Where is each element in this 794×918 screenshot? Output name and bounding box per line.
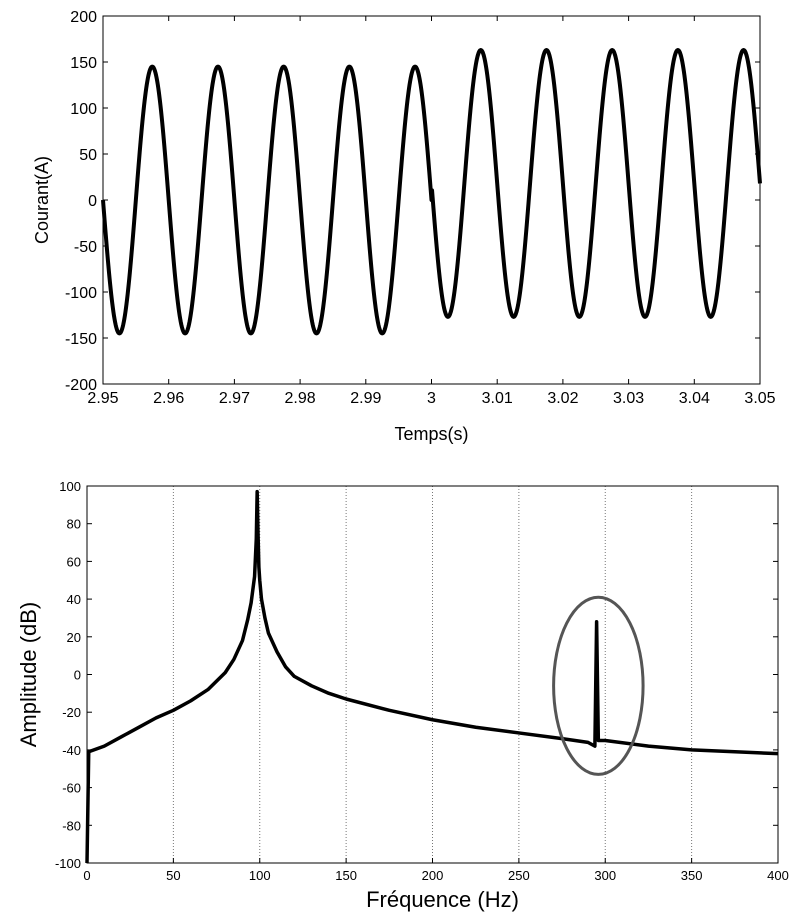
x-tick-label: 0 xyxy=(83,868,90,883)
x-tick-label: 3.01 xyxy=(482,390,513,407)
x-tick-label: 3.02 xyxy=(547,390,578,407)
harmonic-highlight-ellipse xyxy=(552,595,645,776)
x-tick-label: 100 xyxy=(249,868,271,883)
x-tick-label: 200 xyxy=(422,868,444,883)
x-tick-label: 2.98 xyxy=(285,390,316,407)
x-tick-label: 2.99 xyxy=(350,390,381,407)
x-tick-label: 3.04 xyxy=(679,390,710,407)
x-tick-label: 250 xyxy=(508,868,530,883)
x-tick-label: 400 xyxy=(767,868,789,883)
current-chart-ylabel: Courant(A) xyxy=(32,156,52,244)
y-tick-label: -100 xyxy=(55,856,81,871)
current-chart: 2.95 2.96 2.97 2.98 2.99 3 3.01 3.02 3.03 3.04 3.0… xyxy=(32,9,776,444)
x-tick-label: 3.05 xyxy=(744,390,775,407)
spectrum-chart: 0 50 100 150 200 250 300 350 400100806040200-20-… xyxy=(16,479,789,912)
x-tick-label: 300 xyxy=(594,868,616,883)
y-tick-label: -60 xyxy=(62,781,81,796)
y-tick-label: -20 xyxy=(62,705,81,720)
y-tick-label: -200 xyxy=(65,377,97,394)
x-tick-label: 3.03 xyxy=(613,390,644,407)
x-tick-label: 2.95 xyxy=(87,390,118,407)
y-tick-label: 80 xyxy=(67,517,81,532)
y-tick-label: 60 xyxy=(67,554,81,569)
current-chart-ticks: 2.95 2.96 2.97 2.98 2.99 3 3.01 3.02 3.03 3.04 3.0… xyxy=(65,9,776,407)
y-tick-label: 20 xyxy=(67,630,81,645)
x-tick-label: 2.96 xyxy=(153,390,184,407)
spectrum-chart-frame xyxy=(86,485,779,864)
spectrum-chart-grid xyxy=(172,486,693,863)
y-tick-label: 100 xyxy=(70,101,97,118)
y-tick-label: 150 xyxy=(70,55,97,72)
x-tick-label: 2.97 xyxy=(219,390,250,407)
x-tick-label: 150 xyxy=(335,868,357,883)
y-tick-label: 40 xyxy=(67,592,81,607)
current-chart-xlabel: Temps(s) xyxy=(394,424,468,444)
current-series-line xyxy=(101,48,762,336)
x-tick-label: 3 xyxy=(427,390,436,407)
y-tick-label: -50 xyxy=(74,239,97,256)
spectrum-chart-ticks: 0 50 100 150 200 250 300 350 400100806040200-20-… xyxy=(55,479,789,883)
current-chart-frame xyxy=(102,15,761,385)
y-tick-label: 50 xyxy=(79,147,97,164)
y-tick-label: 0 xyxy=(74,668,81,683)
y-tick-label: 200 xyxy=(70,9,97,26)
y-tick-label: 0 xyxy=(88,193,97,210)
y-tick-label: -40 xyxy=(62,743,81,758)
y-tick-label: -80 xyxy=(62,818,81,833)
spectrum-chart-xlabel: Fréquence (Hz) xyxy=(366,887,519,912)
y-tick-label: -100 xyxy=(65,285,97,302)
y-tick-label: 100 xyxy=(59,479,81,494)
y-tick-label: -150 xyxy=(65,331,97,348)
spectrum-series-line xyxy=(85,489,779,864)
spectrum-chart-ylabel: Amplitude (dB) xyxy=(16,602,41,748)
x-tick-label: 350 xyxy=(681,868,703,883)
x-tick-label: 50 xyxy=(166,868,180,883)
